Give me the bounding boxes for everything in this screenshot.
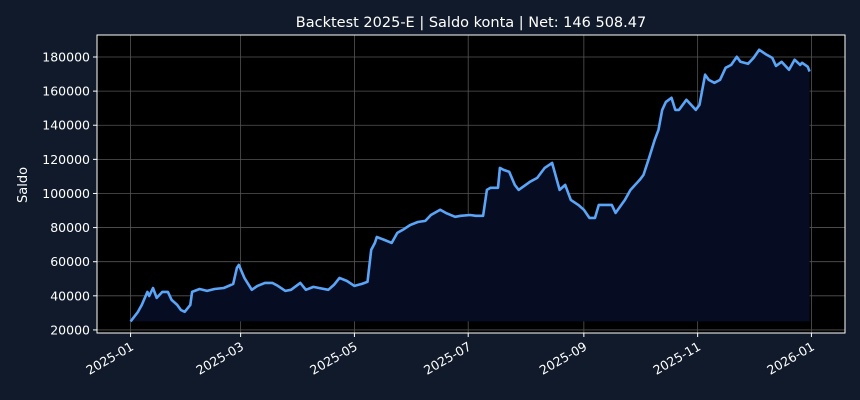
x-tick-label: 2025-07 [421, 339, 474, 378]
y-tick-label: 60000 [50, 254, 90, 269]
y-axis: 20000 40000 60000 80000 100000 120000 140000 16… [42, 50, 97, 337]
x-tick-label: 2025-09 [537, 339, 590, 378]
balance-line [129, 48, 811, 323]
y-tick-label: 120000 [42, 152, 90, 167]
x-tick-label: 2026-01 [764, 339, 817, 378]
plot-frame [96, 34, 846, 334]
y-tick-label: 100000 [42, 186, 90, 201]
y-tick-label: 20000 [50, 322, 90, 337]
x-tick-label: 2025-03 [193, 339, 246, 378]
y-tick-label: 40000 [50, 288, 90, 303]
chart-title: Backtest 2025-E | Saldo konta | Net: 146… [296, 15, 646, 31]
x-tick-label: 2025-01 [83, 339, 136, 378]
x-tick-label: 2025-11 [650, 339, 703, 378]
balance-area-fill [130, 49, 810, 322]
y-axis-label: Saldo [16, 167, 31, 203]
x-axis: 2025-01 2025-03 2025-05 2025-07 2025-09 2025-… [83, 333, 817, 378]
y-tick-label: 140000 [42, 118, 90, 133]
y-tick-label: 180000 [42, 50, 90, 65]
y-tick-label: 80000 [50, 220, 90, 235]
x-tick-label: 2025-05 [307, 339, 360, 378]
y-tick-label: 160000 [42, 84, 90, 99]
